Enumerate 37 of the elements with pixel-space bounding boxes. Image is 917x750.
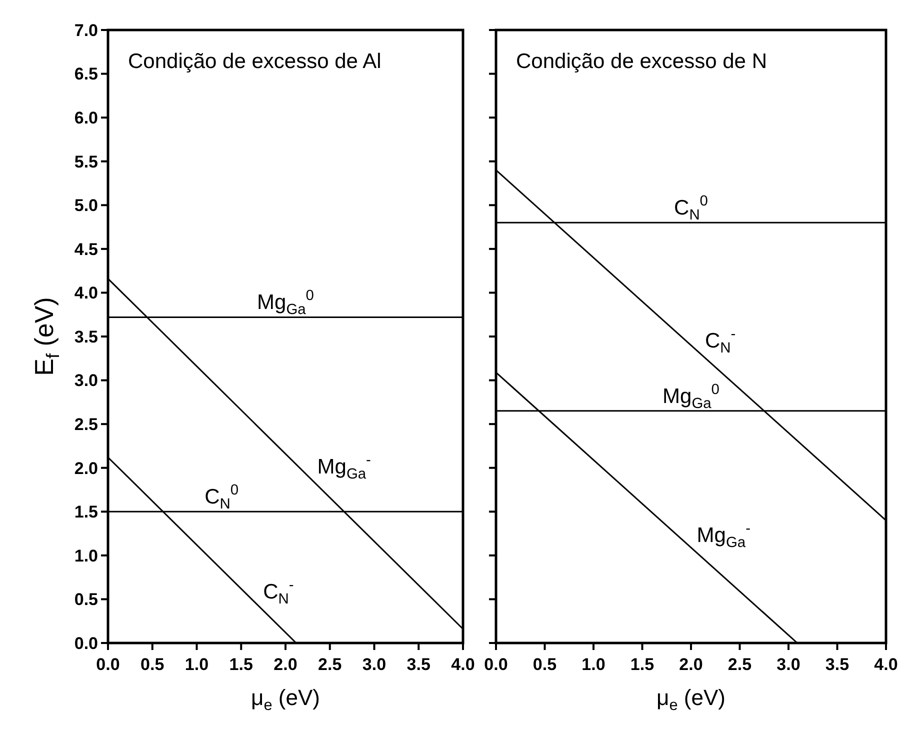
x-axis-title: μ$_{e}$ (eV): [656, 685, 726, 714]
x-tick-label: 0.0: [484, 655, 508, 674]
x-tick-label: 3.0: [362, 655, 386, 674]
text: Condição de excesso de Al: [128, 50, 382, 73]
x-tick-label: 4.0: [451, 655, 475, 674]
x-tick-label: 3.0: [776, 655, 800, 674]
x-tick-label: 1.0: [184, 655, 209, 674]
x-tick-label: 2.5: [728, 655, 752, 674]
y-tick-label: 6.5: [74, 64, 98, 84]
x-tick-label: 0.5: [532, 655, 557, 674]
x-tick-label: 0.5: [140, 655, 164, 674]
x-tick-label: 1.5: [229, 655, 253, 674]
y-tick-label: 2.0: [74, 458, 98, 478]
x-tick-label: 3.5: [825, 655, 850, 674]
y-tick-label: 5.5: [74, 152, 98, 172]
y-tick-label: 3.5: [74, 327, 98, 346]
y-tick-label: 5.0: [74, 196, 98, 216]
text: Condição de excesso de N: [516, 50, 767, 73]
x-tick-label: 2.0: [274, 655, 298, 674]
x-tick-label: 1.5: [630, 655, 654, 674]
x-tick-label: 2.5: [318, 655, 342, 674]
y-tick-label: 0.5: [74, 590, 98, 610]
y-tick-label: 4.0: [74, 284, 98, 303]
y-tick-label: 3.0: [74, 371, 98, 390]
x-tick-label: 0.0: [96, 655, 120, 674]
y-tick-label: 7.0: [74, 20, 98, 40]
y-tick-label: 4.5: [74, 240, 98, 259]
y-tick-label: 1.0: [74, 546, 98, 566]
y-tick-label: 0.0: [74, 634, 98, 653]
x-tick-label: 2.0: [679, 655, 703, 674]
x-tick-label: 4.0: [874, 655, 898, 674]
x-tick-label: 3.5: [406, 655, 430, 674]
y-tick-label: 2.5: [74, 415, 98, 434]
x-tick-label: 1.0: [582, 655, 606, 674]
y-tick-label: 1.5: [74, 502, 98, 522]
y-tick-label: 6.0: [74, 108, 98, 128]
x-axis-title: μ$_{e}$ (eV): [251, 685, 320, 714]
